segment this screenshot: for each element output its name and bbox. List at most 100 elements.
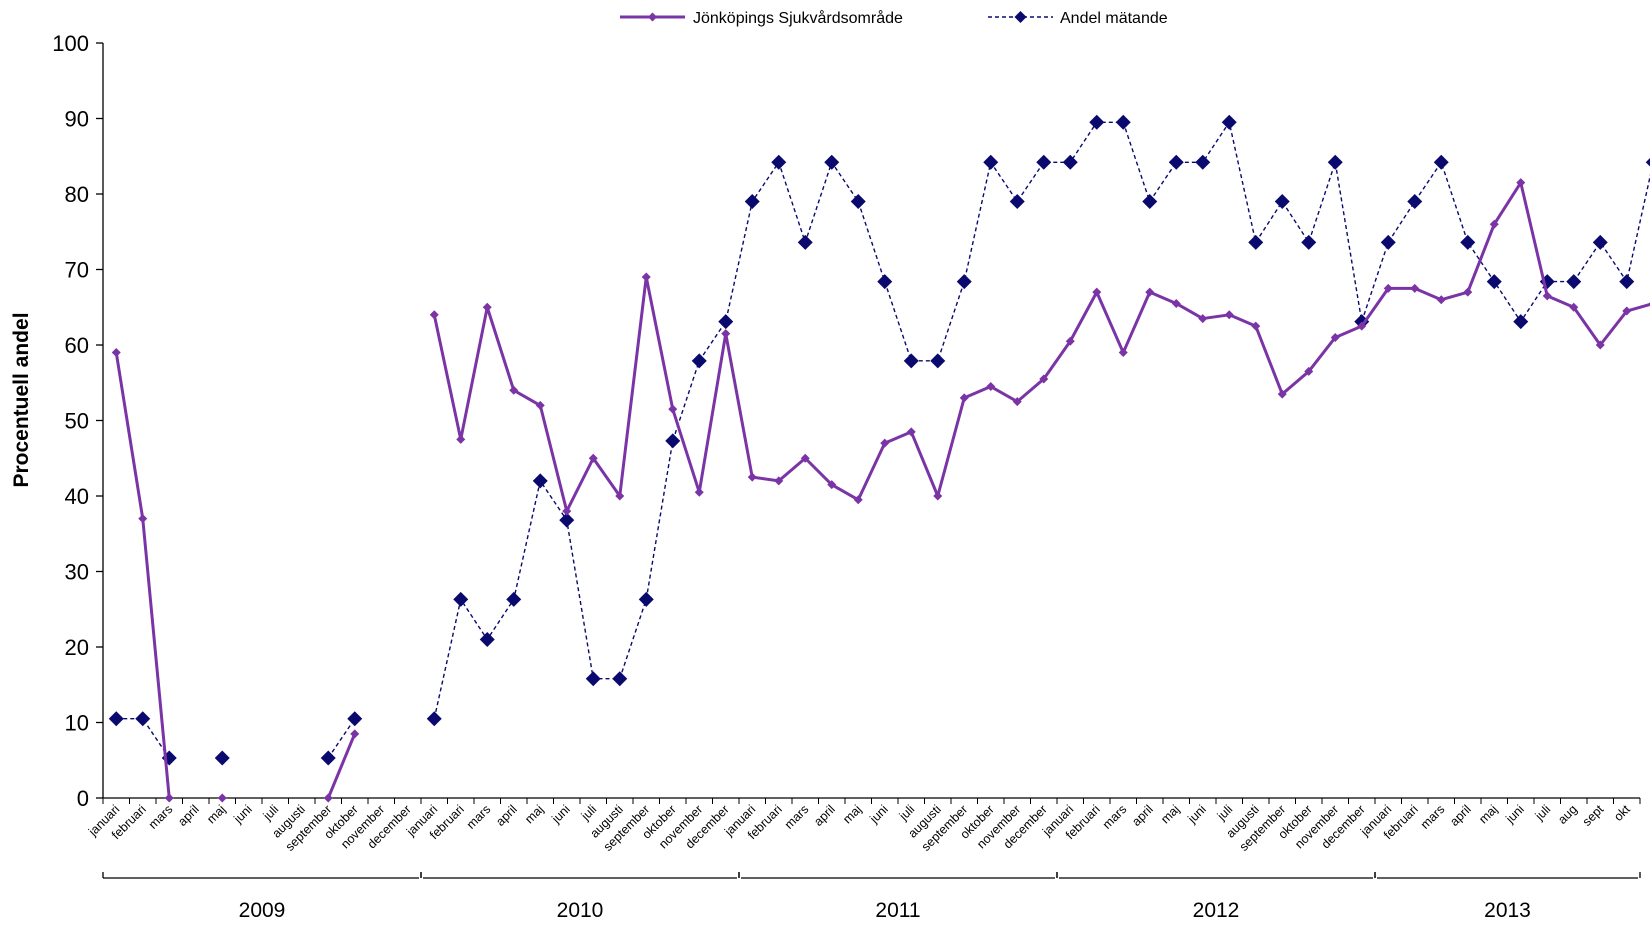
data-point bbox=[744, 194, 760, 210]
data-point bbox=[1145, 287, 1155, 297]
year-label: 2012 bbox=[1193, 899, 1240, 922]
data-point bbox=[1354, 314, 1370, 330]
data-point bbox=[532, 473, 548, 489]
data-point bbox=[1383, 283, 1393, 293]
data-point bbox=[983, 154, 999, 170]
data-point bbox=[959, 393, 969, 403]
x-tick-label: maj bbox=[204, 802, 228, 826]
data-point bbox=[721, 329, 731, 339]
data-point bbox=[668, 404, 678, 414]
series-line bbox=[432, 181, 1650, 513]
x-tick-label: maj bbox=[1158, 802, 1182, 826]
data-point bbox=[562, 506, 572, 516]
data-point bbox=[665, 433, 681, 449]
y-tick-label: 0 bbox=[77, 786, 89, 811]
data-point bbox=[1089, 114, 1105, 130]
data-point bbox=[638, 591, 654, 607]
x-tick-label: april bbox=[175, 802, 202, 829]
data-point bbox=[135, 711, 151, 727]
data-point bbox=[906, 427, 916, 437]
data-point bbox=[1410, 283, 1420, 293]
legend-marker bbox=[1014, 11, 1027, 23]
data-point bbox=[1039, 374, 1049, 384]
legend: Jönköpings Sjukvårdsområde Andel mätande bbox=[620, 9, 1168, 27]
x-tick-label: okt bbox=[1611, 802, 1633, 824]
data-point bbox=[482, 302, 492, 312]
plot-area bbox=[108, 114, 1650, 803]
x-tick-label: sept bbox=[1580, 802, 1607, 829]
series-andel-matande bbox=[108, 114, 1650, 766]
data-point bbox=[1171, 298, 1181, 308]
legend-item: Andel mätande bbox=[988, 10, 1168, 27]
x-tick-label: juli bbox=[896, 802, 917, 823]
data-point bbox=[453, 591, 469, 607]
data-point bbox=[718, 314, 734, 330]
data-point bbox=[214, 750, 230, 766]
x-tick-label: april bbox=[1129, 802, 1156, 829]
data-point bbox=[1301, 234, 1317, 250]
data-point bbox=[479, 631, 495, 647]
legend-label: Jönköpings Sjukvårdsområde bbox=[693, 9, 903, 27]
data-point bbox=[535, 400, 545, 410]
x-tick-label: april bbox=[1447, 802, 1474, 829]
data-point bbox=[1224, 310, 1234, 320]
legend-marker bbox=[648, 12, 657, 22]
data-point bbox=[1118, 348, 1128, 358]
x-tick-label: mars bbox=[1100, 802, 1130, 832]
data-point bbox=[615, 491, 625, 501]
data-point bbox=[1062, 154, 1078, 170]
data-point bbox=[1513, 314, 1529, 330]
data-point bbox=[1277, 389, 1287, 399]
x-tick-label: april bbox=[811, 802, 838, 829]
data-point bbox=[585, 671, 601, 687]
data-point bbox=[1357, 321, 1367, 331]
data-point bbox=[956, 274, 972, 290]
series-line bbox=[326, 733, 357, 799]
data-point bbox=[1592, 234, 1608, 250]
data-point bbox=[1198, 314, 1208, 324]
data-point bbox=[1460, 234, 1476, 250]
y-tick-label: 20 bbox=[65, 635, 89, 660]
data-point bbox=[111, 348, 121, 358]
data-point bbox=[612, 671, 628, 687]
y-tick-label: 60 bbox=[65, 333, 89, 358]
data-point bbox=[164, 793, 174, 803]
data-point bbox=[456, 434, 466, 444]
series-line bbox=[114, 352, 171, 799]
y-tick-label: 80 bbox=[65, 182, 89, 207]
x-tick-label: maj bbox=[522, 802, 546, 826]
data-point bbox=[1092, 287, 1102, 297]
year-label: 2009 bbox=[239, 899, 286, 922]
data-point bbox=[1645, 158, 1650, 167]
year-label: 2013 bbox=[1484, 899, 1531, 922]
series-line bbox=[327, 718, 356, 759]
data-point bbox=[1463, 287, 1473, 297]
data-point bbox=[1622, 306, 1632, 316]
data-point bbox=[350, 729, 360, 739]
data-point bbox=[108, 711, 124, 727]
data-point bbox=[1142, 194, 1158, 210]
data-point bbox=[1595, 340, 1605, 350]
data-point bbox=[1569, 302, 1579, 312]
data-point bbox=[1251, 321, 1261, 331]
data-point bbox=[853, 495, 863, 505]
data-point bbox=[1327, 154, 1343, 170]
x-tick-label: mars bbox=[146, 802, 176, 832]
data-point bbox=[1036, 154, 1052, 170]
data-point bbox=[138, 514, 148, 524]
x-tick-label: mars bbox=[782, 802, 812, 832]
data-point bbox=[1012, 397, 1022, 407]
data-point bbox=[1195, 154, 1211, 170]
x-tick-label: april bbox=[493, 802, 520, 829]
data-point bbox=[1168, 154, 1184, 170]
data-point bbox=[588, 453, 598, 463]
data-point bbox=[1380, 234, 1396, 250]
data-point bbox=[771, 154, 787, 170]
series-line bbox=[433, 121, 1650, 719]
y-tick-label: 90 bbox=[65, 107, 89, 132]
data-point bbox=[933, 491, 943, 501]
data-point bbox=[1566, 274, 1582, 290]
data-point bbox=[1065, 336, 1075, 346]
x-tick-label: juli bbox=[1214, 802, 1235, 823]
